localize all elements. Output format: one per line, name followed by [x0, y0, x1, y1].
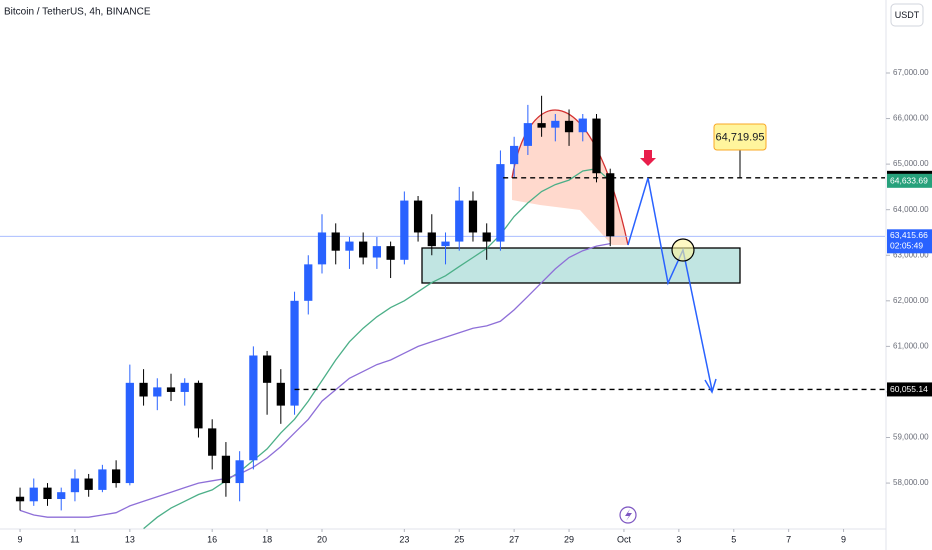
candle-body: [304, 264, 313, 301]
candle-body: [564, 120, 574, 133]
candle-body: [43, 487, 52, 500]
last-price-label: 63,415.66: [890, 230, 928, 240]
candle-body: [331, 232, 340, 251]
candle-body: [400, 200, 409, 260]
y-tick-label: 65,000.00: [893, 159, 929, 168]
candle-body: [317, 232, 327, 265]
x-tick-label: 7: [786, 534, 791, 544]
candle-body: [455, 200, 464, 242]
event-icon-bolt: [625, 509, 632, 521]
candle-body: [139, 382, 148, 397]
candle-body: [180, 382, 189, 392]
candle-body: [468, 200, 478, 233]
y-tick-label: 66,000.00: [893, 114, 929, 123]
y-tick-label: 64,000.00: [893, 205, 929, 214]
x-tick-label: 25: [454, 534, 464, 544]
x-tick-label: 3: [676, 534, 681, 544]
x-tick-label: 27: [509, 534, 519, 544]
y-tick-label: 62,000.00: [893, 296, 929, 305]
chart-title: Bitcoin / TetherUS, 4h, BINANCE: [4, 7, 151, 18]
candle-body: [510, 145, 519, 165]
candle-body: [290, 300, 299, 406]
currency-button[interactable]: [890, 3, 924, 27]
x-tick-label: 9: [841, 534, 846, 544]
callout-label: 64,719.95: [716, 131, 765, 143]
candle-body: [578, 118, 587, 133]
ma-label-box: [887, 173, 932, 188]
candle-body: [276, 382, 285, 406]
moving-average: [143, 168, 611, 530]
countdown-label: 02:05:49: [890, 241, 923, 251]
y-tick-label: 58,000.00: [893, 478, 929, 487]
x-tick-label: 16: [207, 534, 217, 544]
candle-body: [523, 123, 532, 146]
candle-body: [386, 246, 395, 260]
candle-body: [359, 241, 368, 258]
candle-body: [441, 241, 450, 247]
candle-body: [427, 232, 436, 247]
candle-body: [57, 492, 66, 500]
last-price-box: [887, 229, 932, 254]
down-arrow: [640, 150, 656, 166]
price-line-label: 60,055.14: [890, 384, 928, 394]
candle-body: [111, 469, 121, 484]
candle-body: [208, 428, 217, 456]
candle-body: [194, 382, 203, 429]
x-tick-label: 5: [731, 534, 736, 544]
candle-body: [537, 123, 546, 128]
ma-label: 64,633.69: [890, 176, 928, 186]
candle-body: [413, 200, 423, 233]
y-tick-label: 67,000.00: [893, 68, 929, 77]
moving-average: [19, 242, 611, 518]
y-tick-label: 59,000.00: [893, 433, 929, 442]
x-tick-label: 23: [399, 534, 409, 544]
candle-body: [249, 355, 258, 461]
candle-body: [221, 455, 231, 484]
candle-body: [551, 120, 560, 128]
candle-body: [153, 387, 162, 397]
callout-box: [713, 123, 767, 151]
candle-body: [70, 478, 80, 493]
y-tick-label: 61,000.00: [893, 341, 929, 350]
retest-circle: [671, 238, 695, 262]
candle-body: [592, 118, 601, 174]
x-tick-label: 9: [18, 534, 23, 544]
candle-body: [29, 487, 38, 502]
candle-body: [166, 387, 176, 392]
candle-body: [482, 232, 491, 242]
x-tick-label: Oct: [617, 534, 632, 544]
candle-body: [496, 164, 505, 242]
projection-path: [627, 177, 713, 391]
candle-body: [125, 382, 134, 484]
currency-label: USDT: [895, 10, 920, 20]
x-tick-label: 20: [317, 534, 327, 544]
x-tick-label: 11: [70, 534, 79, 544]
annotations-front: 64,719.95: [619, 123, 767, 524]
candle-body: [98, 469, 107, 490]
candle-body: [262, 355, 272, 383]
x-tick-label: 18: [262, 534, 272, 544]
candle-body: [84, 478, 93, 490]
price-line-label-box: [887, 382, 932, 397]
projection-arrowhead: [704, 378, 717, 394]
y-tick-label: 63,000.00: [893, 250, 929, 259]
plot: [0, 95, 885, 530]
candle-body: [345, 241, 354, 251]
candle-body: [606, 173, 615, 237]
candle-body: [235, 460, 244, 484]
x-tick-label: 13: [125, 534, 135, 544]
candle-body: [15, 496, 25, 502]
x-tick-label: 29: [564, 534, 574, 544]
candle-body: [372, 246, 382, 258]
